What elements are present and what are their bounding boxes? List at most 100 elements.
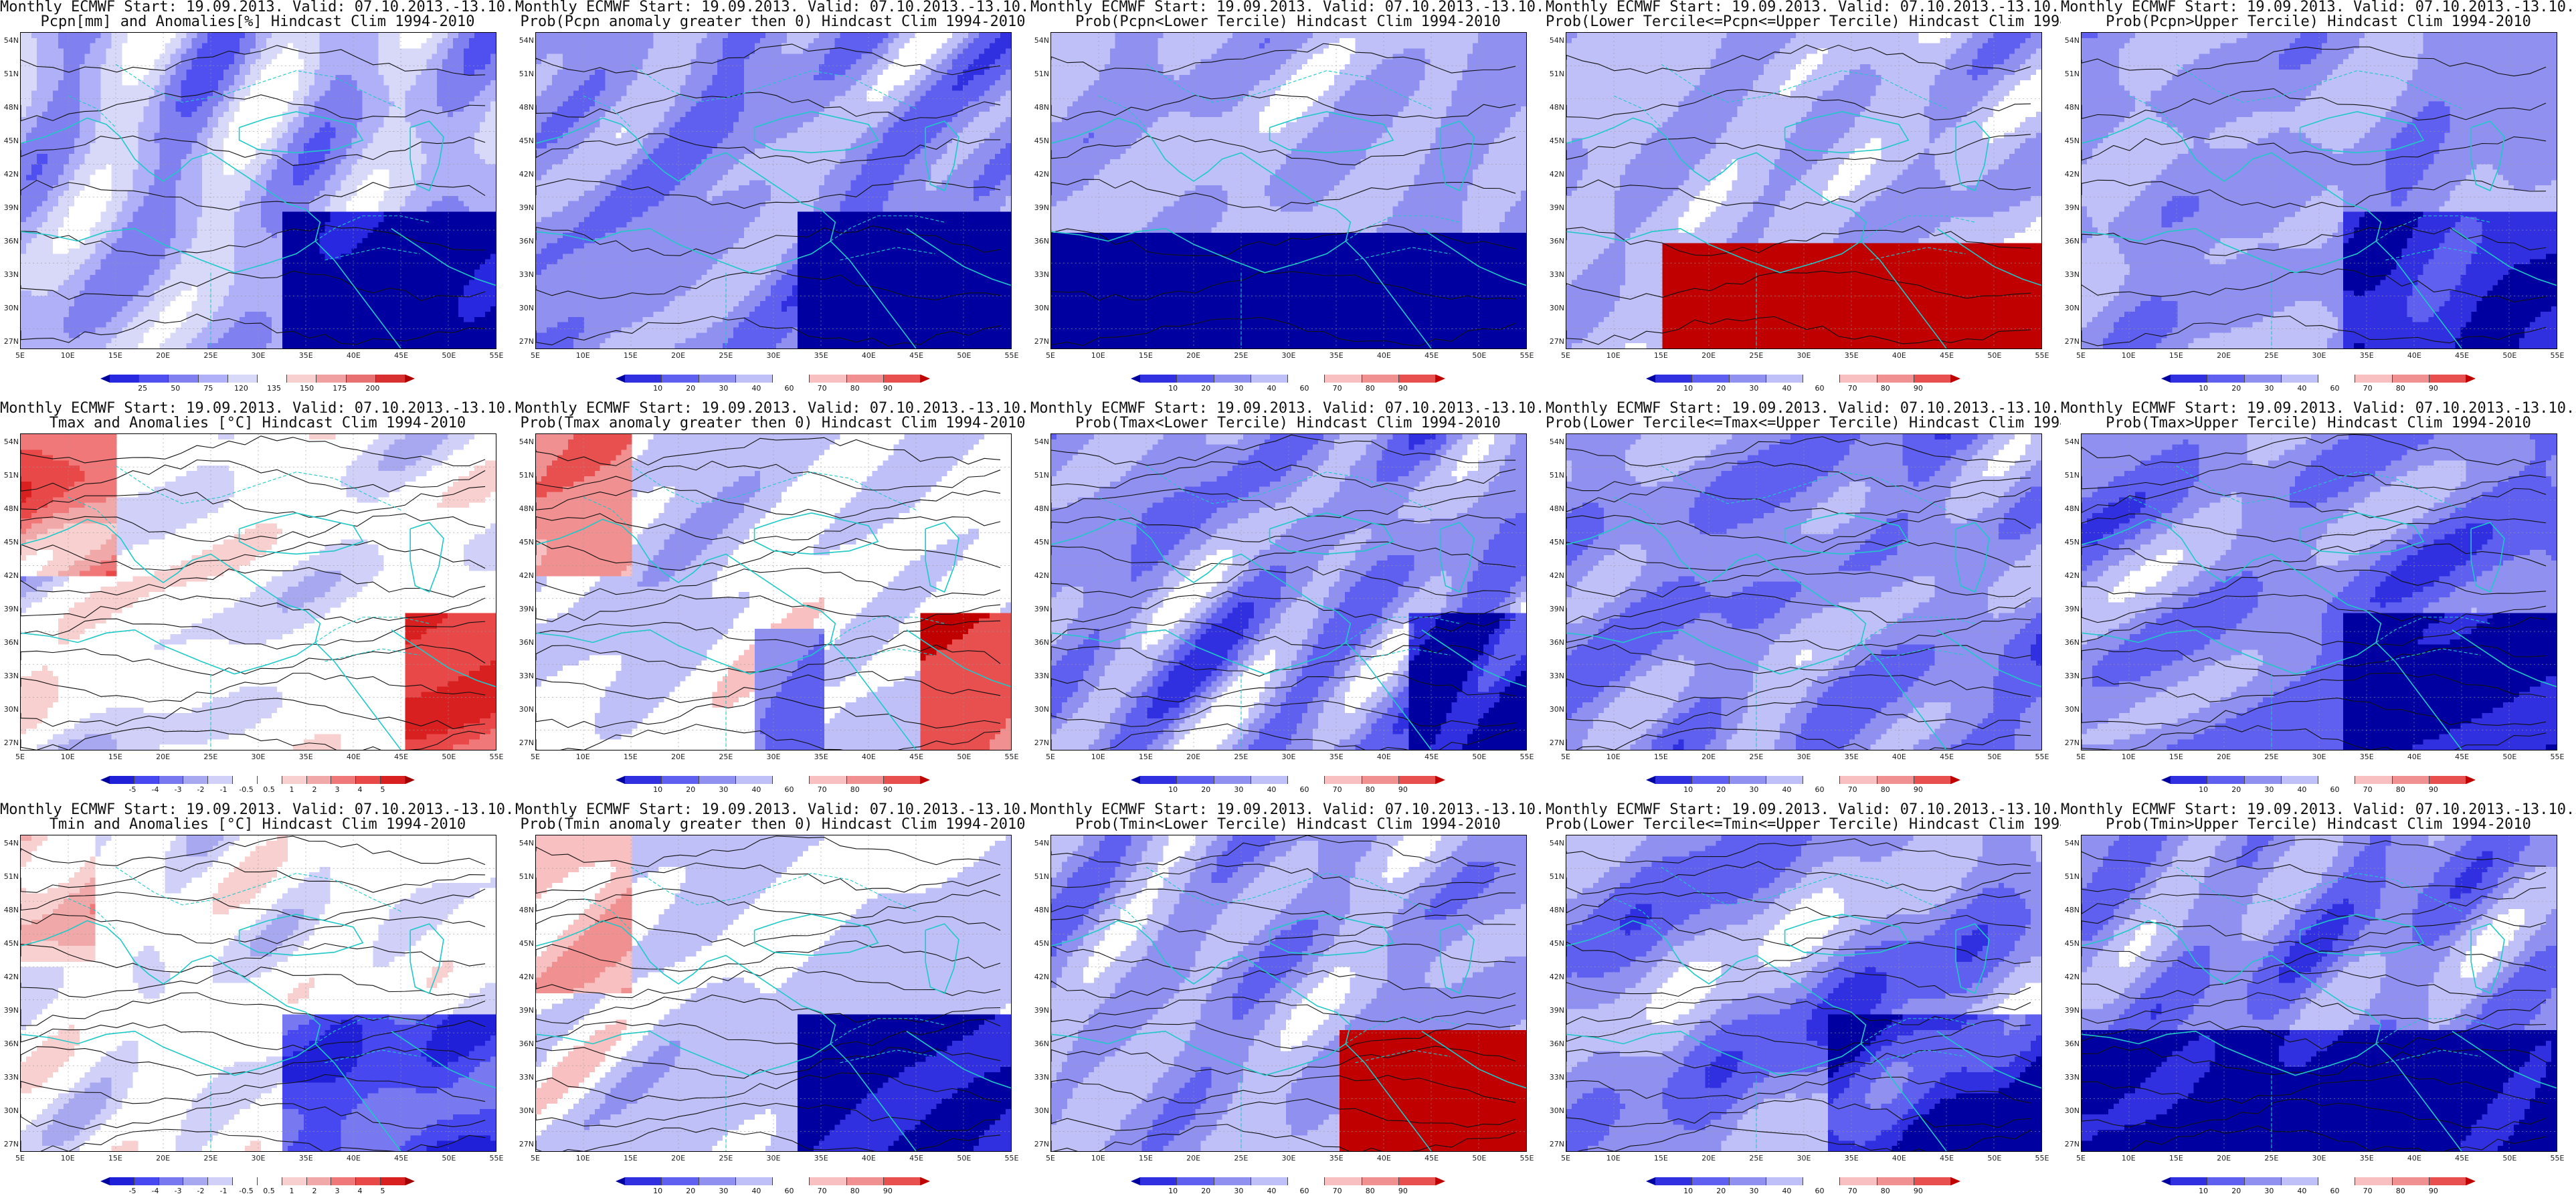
- longitude-label: 50E: [957, 1155, 971, 1162]
- colorbar-high-arrow: [1436, 776, 1445, 784]
- map-canvas: [536, 434, 1011, 750]
- colorbar-tick-label: 40: [1267, 1187, 1276, 1195]
- longitude-label: 40E: [862, 1155, 876, 1162]
- latitude-label: 36N: [1548, 1040, 1564, 1047]
- map-canvas: [1051, 434, 1526, 750]
- latitude-label: 48N: [1033, 104, 1049, 111]
- colorbar-swatch: [183, 776, 208, 784]
- colorbar-tick-label: 80: [850, 385, 860, 392]
- colorbar-tick-label: 90: [883, 786, 893, 793]
- colorbar-tick-label: 60: [785, 1187, 794, 1195]
- colorbar-tick-label: 40: [751, 1187, 761, 1195]
- latitude-label: 33N: [1548, 271, 1564, 278]
- panel-title-line2: Prob(Lower Tercile<=Tmax<=Upper Tercile)…: [1546, 416, 2061, 431]
- colorbar-swatch: [2318, 776, 2355, 784]
- colorbar-tick-label: 60: [1815, 1187, 1825, 1195]
- map-canvas: [1566, 33, 2041, 348]
- latitude-label: 27N: [518, 338, 534, 345]
- colorbar-tick-label: 10: [1168, 1187, 1178, 1195]
- latitude-label: 36N: [518, 639, 534, 646]
- colorbar-swatch: [810, 776, 846, 784]
- colorbar-tick-label: 2: [312, 786, 317, 793]
- colorbar-swatch: [1914, 776, 1951, 784]
- longitude-label: 30E: [1797, 753, 1811, 761]
- longitude-label: 15E: [624, 1155, 638, 1162]
- latitude-label: 33N: [518, 271, 534, 278]
- colorbar-swatch: [1766, 776, 1803, 784]
- longitude-label: 35E: [1845, 1155, 1859, 1162]
- colorbar-swatch: [699, 1177, 736, 1185]
- latitude-label: 36N: [1033, 237, 1049, 245]
- colorbar-swatch: [662, 1177, 699, 1185]
- longitude-label: 20E: [156, 1155, 170, 1162]
- colorbar-tick-label: 120: [234, 385, 248, 392]
- colorbar: 10 20 30 40 60 70 80 90: [2161, 1177, 2476, 1200]
- latitude-label: 45N: [2063, 137, 2080, 144]
- colorbar: 10 20 30 40 60 70 80 90: [2161, 776, 2476, 799]
- longitude-label: 10E: [576, 753, 590, 761]
- longitude-label: 25E: [1234, 1155, 1248, 1162]
- colorbar-tick-label: 1: [290, 1187, 294, 1195]
- latitude-label: 48N: [2063, 505, 2080, 512]
- panel-title-line2: Prob(Lower Tercile<=Tmin<=Upper Tercile)…: [1546, 817, 2061, 832]
- longitude-label: 45E: [394, 753, 408, 761]
- colorbar-swatch: [1140, 776, 1177, 784]
- map-canvas: [1051, 835, 1526, 1151]
- latitude-label: 39N: [1033, 204, 1049, 211]
- longitude-label: 25E: [2264, 352, 2278, 359]
- panel-title-line1: Monthly ECMWF Start: 19.09.2013. Valid: …: [1546, 401, 2061, 416]
- latitude-label: 54N: [3, 839, 19, 847]
- colorbar-swatch: [287, 375, 316, 383]
- forecast-map: [2081, 32, 2557, 349]
- panel-title: Monthly ECMWF Start: 19.09.2013. Valid: …: [1546, 401, 2061, 431]
- latitude-label: 51N: [1548, 472, 1564, 479]
- colorbar-low-arrow: [616, 375, 625, 383]
- colorbar-tick-label: 90: [2429, 385, 2438, 392]
- colorbar-swatch: [1840, 776, 1877, 784]
- longitude-label: 40E: [2407, 753, 2421, 761]
- longitude-label: 5E: [1561, 352, 1570, 359]
- colorbar-high-arrow: [2466, 375, 2476, 383]
- longitude-label: 55E: [1520, 352, 1534, 359]
- latitude-label: 39N: [1548, 605, 1564, 613]
- colorbar-swatch: [1730, 776, 1766, 784]
- latitude-label: 36N: [2063, 1040, 2080, 1047]
- colorbar-low-arrow: [2161, 776, 2171, 784]
- colorbar-tick-label: 20: [2231, 1187, 2241, 1195]
- latitude-label: 42N: [1548, 973, 1564, 981]
- latitude-label: 33N: [2063, 672, 2080, 680]
- colorbar-swatch: [1766, 1177, 1803, 1185]
- latitude-label: 30N: [1548, 1107, 1564, 1114]
- latitude-label: 51N: [1033, 70, 1049, 78]
- colorbar: 10 20 30 40 60 70 80 90: [1131, 776, 1445, 799]
- colorbar-swatch: [2429, 375, 2466, 383]
- colorbar-tick-label: 10: [1168, 385, 1178, 392]
- colorbar-tick-label: 1: [290, 786, 294, 793]
- colorbar-tick-label: 20: [1201, 385, 1210, 392]
- latitude-label: 42N: [518, 973, 534, 981]
- longitude-label: 50E: [442, 1155, 456, 1162]
- latitude-label: 51N: [518, 472, 534, 479]
- colorbar-swatch: [884, 776, 921, 784]
- latitude-label: 48N: [1548, 104, 1564, 111]
- colorbar-swatch: [662, 375, 699, 383]
- colorbar-swatch: [233, 776, 258, 784]
- colorbar-swatch: [159, 1177, 184, 1185]
- latitude-label: 42N: [2063, 572, 2080, 579]
- map-canvas: [21, 434, 496, 750]
- colorbar-tick-label: 150: [300, 385, 314, 392]
- colorbar-tick-label: 3: [335, 786, 340, 793]
- colorbar-tick-label: 30: [719, 786, 728, 793]
- longitude-label: 55E: [2551, 1155, 2565, 1162]
- colorbar-tick-label: 20: [1201, 786, 1210, 793]
- latitude-label: 48N: [2063, 906, 2080, 914]
- latitude-label: 33N: [3, 271, 19, 278]
- colorbar-swatch: [199, 375, 228, 383]
- latitude-label: 36N: [1548, 639, 1564, 646]
- colorbar-swatch: [810, 1177, 846, 1185]
- panel-title-line2: Tmax and Anomalies [°C] Hindcast Clim 19…: [0, 416, 515, 431]
- panel-title: Monthly ECMWF Start: 19.09.2013. Valid: …: [515, 803, 1030, 832]
- latitude-label: 51N: [3, 873, 19, 880]
- latitude-label: 27N: [1548, 1140, 1564, 1148]
- longitude-label: 25E: [719, 753, 733, 761]
